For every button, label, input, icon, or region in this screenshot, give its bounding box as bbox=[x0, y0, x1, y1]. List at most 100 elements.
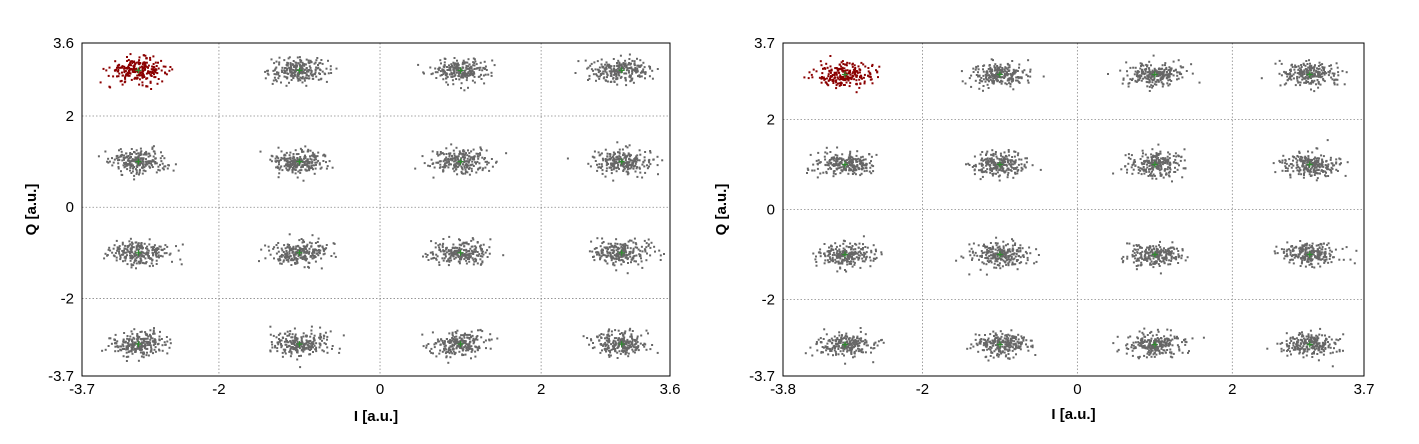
sample-point bbox=[1145, 77, 1148, 80]
sample-point bbox=[342, 334, 345, 337]
sample-point bbox=[453, 160, 456, 163]
sample-point bbox=[443, 71, 446, 74]
sample-point bbox=[1305, 81, 1308, 84]
sample-point bbox=[1317, 75, 1320, 78]
sample-point bbox=[633, 260, 636, 263]
sample-point bbox=[121, 241, 124, 244]
sample-point bbox=[1150, 84, 1153, 87]
sample-point bbox=[656, 155, 659, 158]
sample-point bbox=[1336, 83, 1339, 86]
sample-point bbox=[462, 340, 465, 343]
sample-point bbox=[645, 329, 648, 332]
sample-point bbox=[130, 247, 133, 250]
sample-point bbox=[850, 78, 853, 81]
sample-point bbox=[612, 263, 615, 266]
sample-point bbox=[600, 163, 603, 166]
sample-point bbox=[154, 152, 157, 155]
sample-point bbox=[848, 70, 851, 73]
sample-point bbox=[647, 159, 650, 162]
sample-point bbox=[1177, 77, 1180, 80]
sample-point bbox=[459, 239, 461, 242]
sample-point bbox=[284, 154, 287, 157]
sample-point bbox=[278, 159, 281, 162]
sample-point bbox=[463, 245, 466, 248]
sample-point bbox=[600, 251, 603, 254]
sample-point bbox=[639, 342, 642, 345]
sample-point bbox=[631, 348, 634, 351]
sample-point bbox=[620, 75, 623, 78]
sample-point bbox=[285, 69, 288, 72]
sample-point bbox=[631, 251, 634, 254]
sample-point bbox=[1155, 83, 1158, 86]
sample-point bbox=[1329, 69, 1332, 72]
sample-point bbox=[135, 253, 138, 256]
sample-point bbox=[999, 69, 1002, 72]
sample-point bbox=[455, 63, 458, 66]
sample-point bbox=[618, 148, 621, 151]
sample-point bbox=[312, 77, 315, 80]
sample-point bbox=[138, 253, 141, 256]
sample-point bbox=[1336, 66, 1339, 69]
sample-point bbox=[465, 347, 468, 349]
sample-point bbox=[309, 72, 312, 75]
sample-point bbox=[160, 69, 163, 72]
sample-point bbox=[634, 242, 637, 245]
sample-point bbox=[289, 62, 292, 65]
sample-point bbox=[308, 353, 311, 356]
sample-point bbox=[614, 329, 617, 332]
sample-point bbox=[143, 242, 146, 245]
sample-point bbox=[960, 70, 963, 73]
sample-point bbox=[1011, 75, 1013, 78]
sample-point bbox=[472, 238, 475, 241]
sample-point bbox=[625, 170, 628, 173]
sample-point bbox=[602, 241, 605, 243]
sample-point bbox=[158, 339, 161, 341]
sample-point bbox=[636, 175, 639, 178]
sample-point bbox=[484, 166, 487, 169]
sample-point bbox=[1008, 64, 1011, 67]
sample-point bbox=[1293, 68, 1296, 71]
sample-point bbox=[280, 150, 283, 153]
sample-point bbox=[445, 161, 448, 164]
sample-point bbox=[615, 68, 618, 71]
sample-point bbox=[129, 251, 132, 254]
sample-point bbox=[463, 165, 466, 168]
sample-point bbox=[299, 72, 302, 75]
sample-point bbox=[118, 149, 120, 152]
sample-point bbox=[475, 67, 478, 70]
sample-point bbox=[314, 256, 317, 258]
sample-point bbox=[472, 71, 475, 74]
sample-point bbox=[312, 337, 315, 340]
sample-point bbox=[479, 255, 482, 258]
scatter-samples bbox=[803, 54, 1358, 368]
sample-point bbox=[1167, 79, 1170, 82]
sample-point bbox=[838, 84, 841, 87]
sample-point bbox=[284, 252, 287, 255]
sample-point bbox=[124, 340, 127, 343]
sample-point bbox=[135, 267, 137, 270]
sample-point bbox=[1336, 78, 1339, 81]
sample-point bbox=[442, 253, 445, 256]
sample-point bbox=[447, 166, 450, 169]
sample-point bbox=[484, 65, 487, 68]
sample-point bbox=[154, 343, 157, 345]
sample-point bbox=[153, 332, 156, 335]
sample-point bbox=[139, 257, 142, 260]
sample-point bbox=[1330, 64, 1332, 67]
sample-point bbox=[133, 64, 136, 67]
sample-point bbox=[625, 251, 628, 254]
sample-point bbox=[136, 338, 139, 341]
sample-point bbox=[140, 150, 143, 153]
sample-point bbox=[463, 160, 466, 163]
sample-point bbox=[620, 341, 622, 343]
sample-point bbox=[310, 332, 313, 335]
sample-point bbox=[633, 346, 636, 349]
sample-point bbox=[1107, 73, 1109, 75]
sample-point bbox=[149, 338, 152, 341]
sample-point bbox=[1009, 72, 1012, 75]
sample-point bbox=[634, 67, 637, 69]
sample-point bbox=[466, 166, 469, 169]
sample-point bbox=[621, 164, 624, 167]
sample-point bbox=[458, 164, 461, 167]
sample-point bbox=[128, 244, 131, 247]
